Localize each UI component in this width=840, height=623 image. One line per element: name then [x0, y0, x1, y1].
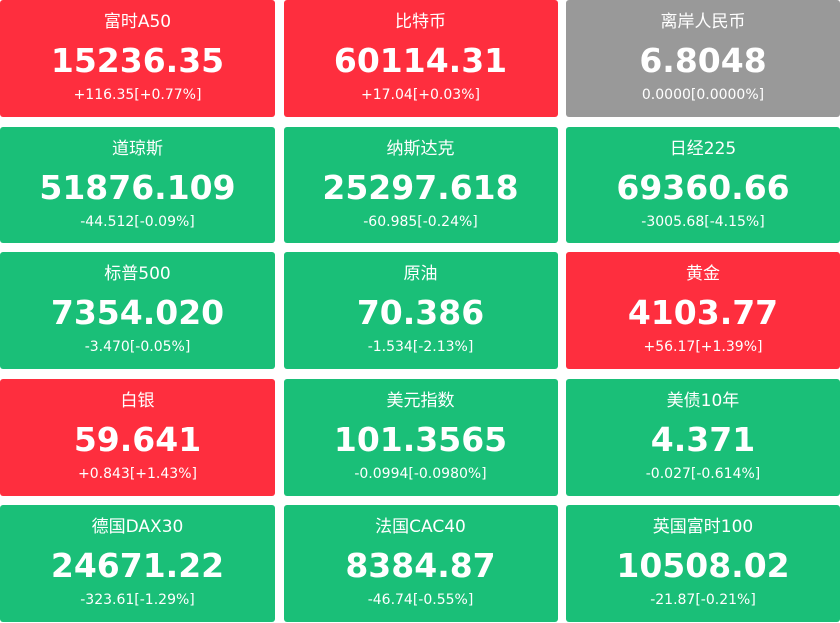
quote-tile[interactable]: 法国CAC40 8384.87 -46.74[-0.55%] [283, 505, 558, 622]
quote-tile[interactable]: 比特币 60114.31 +17.04[+0.03%] [283, 0, 558, 117]
quote-value: 4.371 [650, 419, 756, 459]
quote-tile[interactable]: 英国富时100 10508.02 -21.87[-0.21%] [566, 505, 840, 622]
quote-change: -46.74[-0.55%] [367, 592, 474, 608]
quote-name: 法国CAC40 [375, 517, 466, 537]
quote-value: 60114.31 [333, 41, 508, 80]
quote-value: 25297.618 [322, 167, 519, 207]
quote-change: -60.985[-0.24%] [363, 213, 478, 230]
quote-tile[interactable]: 日经225 69360.66 -3005.68[-4.15%] [566, 126, 840, 243]
quote-change: -323.61[-1.29%] [80, 592, 195, 608]
quote-name: 标普500 [104, 264, 171, 284]
quote-tile[interactable]: 离岸人民币 6.8048 0.0000[0.0000%] [566, 0, 840, 117]
quote-value: 70.386 [356, 293, 485, 332]
quote-name: 离岸人民币 [660, 12, 746, 32]
quote-value: 101.3565 [333, 419, 508, 459]
quote-name: 纳斯达克 [386, 138, 455, 159]
quote-change: -44.512[-0.09%] [80, 213, 195, 230]
quote-change: -3.470[-0.05%] [84, 339, 191, 355]
quote-change: -21.87[-0.21%] [650, 592, 756, 608]
quote-value: 59.641 [73, 419, 202, 459]
quote-change: +0.843[+1.43%] [78, 465, 197, 482]
quote-value: 51876.109 [39, 167, 236, 207]
quote-change: -3005.68[-4.15%] [641, 213, 765, 230]
quote-name: 原油 [403, 264, 438, 284]
quote-tile[interactable]: 美元指数 101.3565 -0.0994[-0.0980%] [283, 378, 558, 496]
quote-tile[interactable]: 白银 59.641 +0.843[+1.43%] [0, 378, 275, 496]
quote-value: 10508.02 [616, 546, 790, 585]
quote-tile[interactable]: 美债10年 4.371 -0.027[-0.614%] [566, 378, 840, 496]
quote-name: 富时A50 [103, 12, 172, 32]
quote-value: 4103.77 [627, 293, 779, 332]
quote-name: 白银 [120, 390, 155, 411]
quote-tile[interactable]: 道琼斯 51876.109 -44.512[-0.09%] [0, 126, 275, 243]
quote-change: 0.0000[0.0000%] [641, 87, 765, 103]
quote-tile[interactable]: 纳斯达克 25297.618 -60.985[-0.24%] [283, 126, 558, 243]
quote-name: 德国DAX30 [91, 517, 184, 537]
quote-tile[interactable]: 德国DAX30 24671.22 -323.61[-1.29%] [0, 505, 275, 622]
quote-tile[interactable]: 黄金 4103.77 +56.17[+1.39%] [566, 252, 840, 369]
quote-value: 15236.35 [50, 41, 225, 80]
quote-name: 比特币 [395, 12, 446, 32]
quote-change: -0.0994[-0.0980%] [354, 465, 487, 482]
quote-name: 美债10年 [666, 390, 740, 411]
quote-name: 美元指数 [386, 390, 455, 411]
quote-name: 日经225 [669, 138, 737, 159]
quote-tile[interactable]: 富时A50 15236.35 +116.35[+0.77%] [0, 0, 275, 117]
quote-change: +56.17[+1.39%] [643, 339, 763, 355]
quote-change: -1.534[-2.13%] [367, 339, 474, 355]
quote-name: 道琼斯 [112, 138, 163, 159]
quote-value: 8384.87 [345, 546, 496, 585]
quote-tile[interactable]: 标普500 7354.020 -3.470[-0.05%] [0, 252, 275, 369]
quote-value: 69360.66 [616, 167, 790, 207]
quote-tile[interactable]: 原油 70.386 -1.534[-2.13%] [283, 252, 558, 369]
quote-change: +17.04[+0.03%] [361, 87, 480, 103]
quote-name: 黄金 [686, 264, 720, 284]
quote-change: +116.35[+0.77%] [73, 87, 202, 103]
quote-name: 英国富时100 [652, 517, 754, 537]
quote-value: 7354.020 [50, 293, 225, 332]
quote-change: -0.027[-0.614%] [645, 465, 761, 482]
quote-value: 24671.22 [50, 546, 225, 585]
quote-value: 6.8048 [639, 41, 767, 80]
